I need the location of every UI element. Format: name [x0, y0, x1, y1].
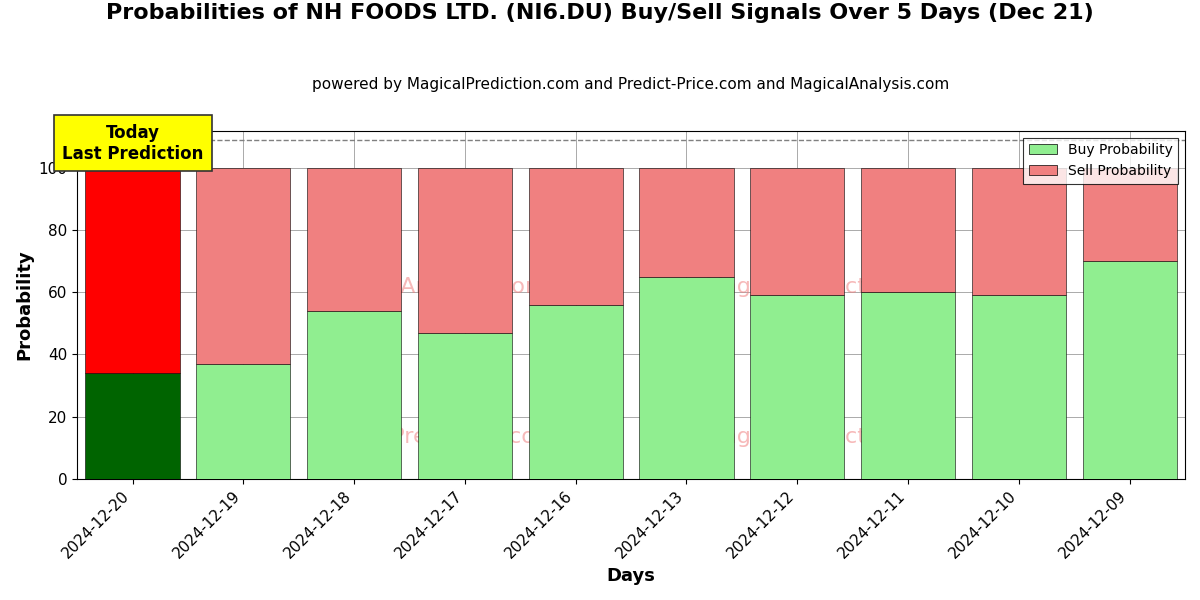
Bar — [418, 168, 512, 333]
Bar — [529, 305, 623, 479]
Text: MagicalAnalysis.com: MagicalAnalysis.com — [316, 277, 547, 298]
Bar — [640, 168, 733, 277]
Text: Today
Last Prediction: Today Last Prediction — [62, 124, 203, 163]
Title: powered by MagicalPrediction.com and Predict-Price.com and MagicalAnalysis.com: powered by MagicalPrediction.com and Pre… — [312, 77, 949, 92]
Bar — [307, 168, 401, 311]
Bar — [972, 295, 1066, 479]
Bar — [750, 168, 845, 295]
Bar — [85, 168, 180, 373]
Bar — [197, 364, 290, 479]
X-axis label: Days: Days — [607, 567, 655, 585]
Bar — [197, 168, 290, 364]
Bar — [1082, 168, 1177, 261]
Bar — [972, 168, 1066, 295]
Bar — [640, 277, 733, 479]
Text: Probabilities of NH FOODS LTD. (NI6.DU) Buy/Sell Signals Over 5 Days (Dec 21): Probabilities of NH FOODS LTD. (NI6.DU) … — [106, 3, 1094, 23]
Bar — [1082, 261, 1177, 479]
Text: MagicalPrediction.com: MagicalPrediction.com — [306, 427, 557, 447]
Legend: Buy Probability, Sell Probability: Buy Probability, Sell Probability — [1024, 137, 1178, 184]
Bar — [418, 333, 512, 479]
Text: MagicalPrediction.com: MagicalPrediction.com — [706, 427, 955, 447]
Y-axis label: Probability: Probability — [14, 250, 32, 360]
Bar — [750, 295, 845, 479]
Bar — [529, 168, 623, 305]
Bar — [860, 168, 955, 292]
Bar — [85, 373, 180, 479]
Bar — [860, 292, 955, 479]
Text: MagicalPrediction.com: MagicalPrediction.com — [706, 277, 955, 298]
Bar — [307, 311, 401, 479]
